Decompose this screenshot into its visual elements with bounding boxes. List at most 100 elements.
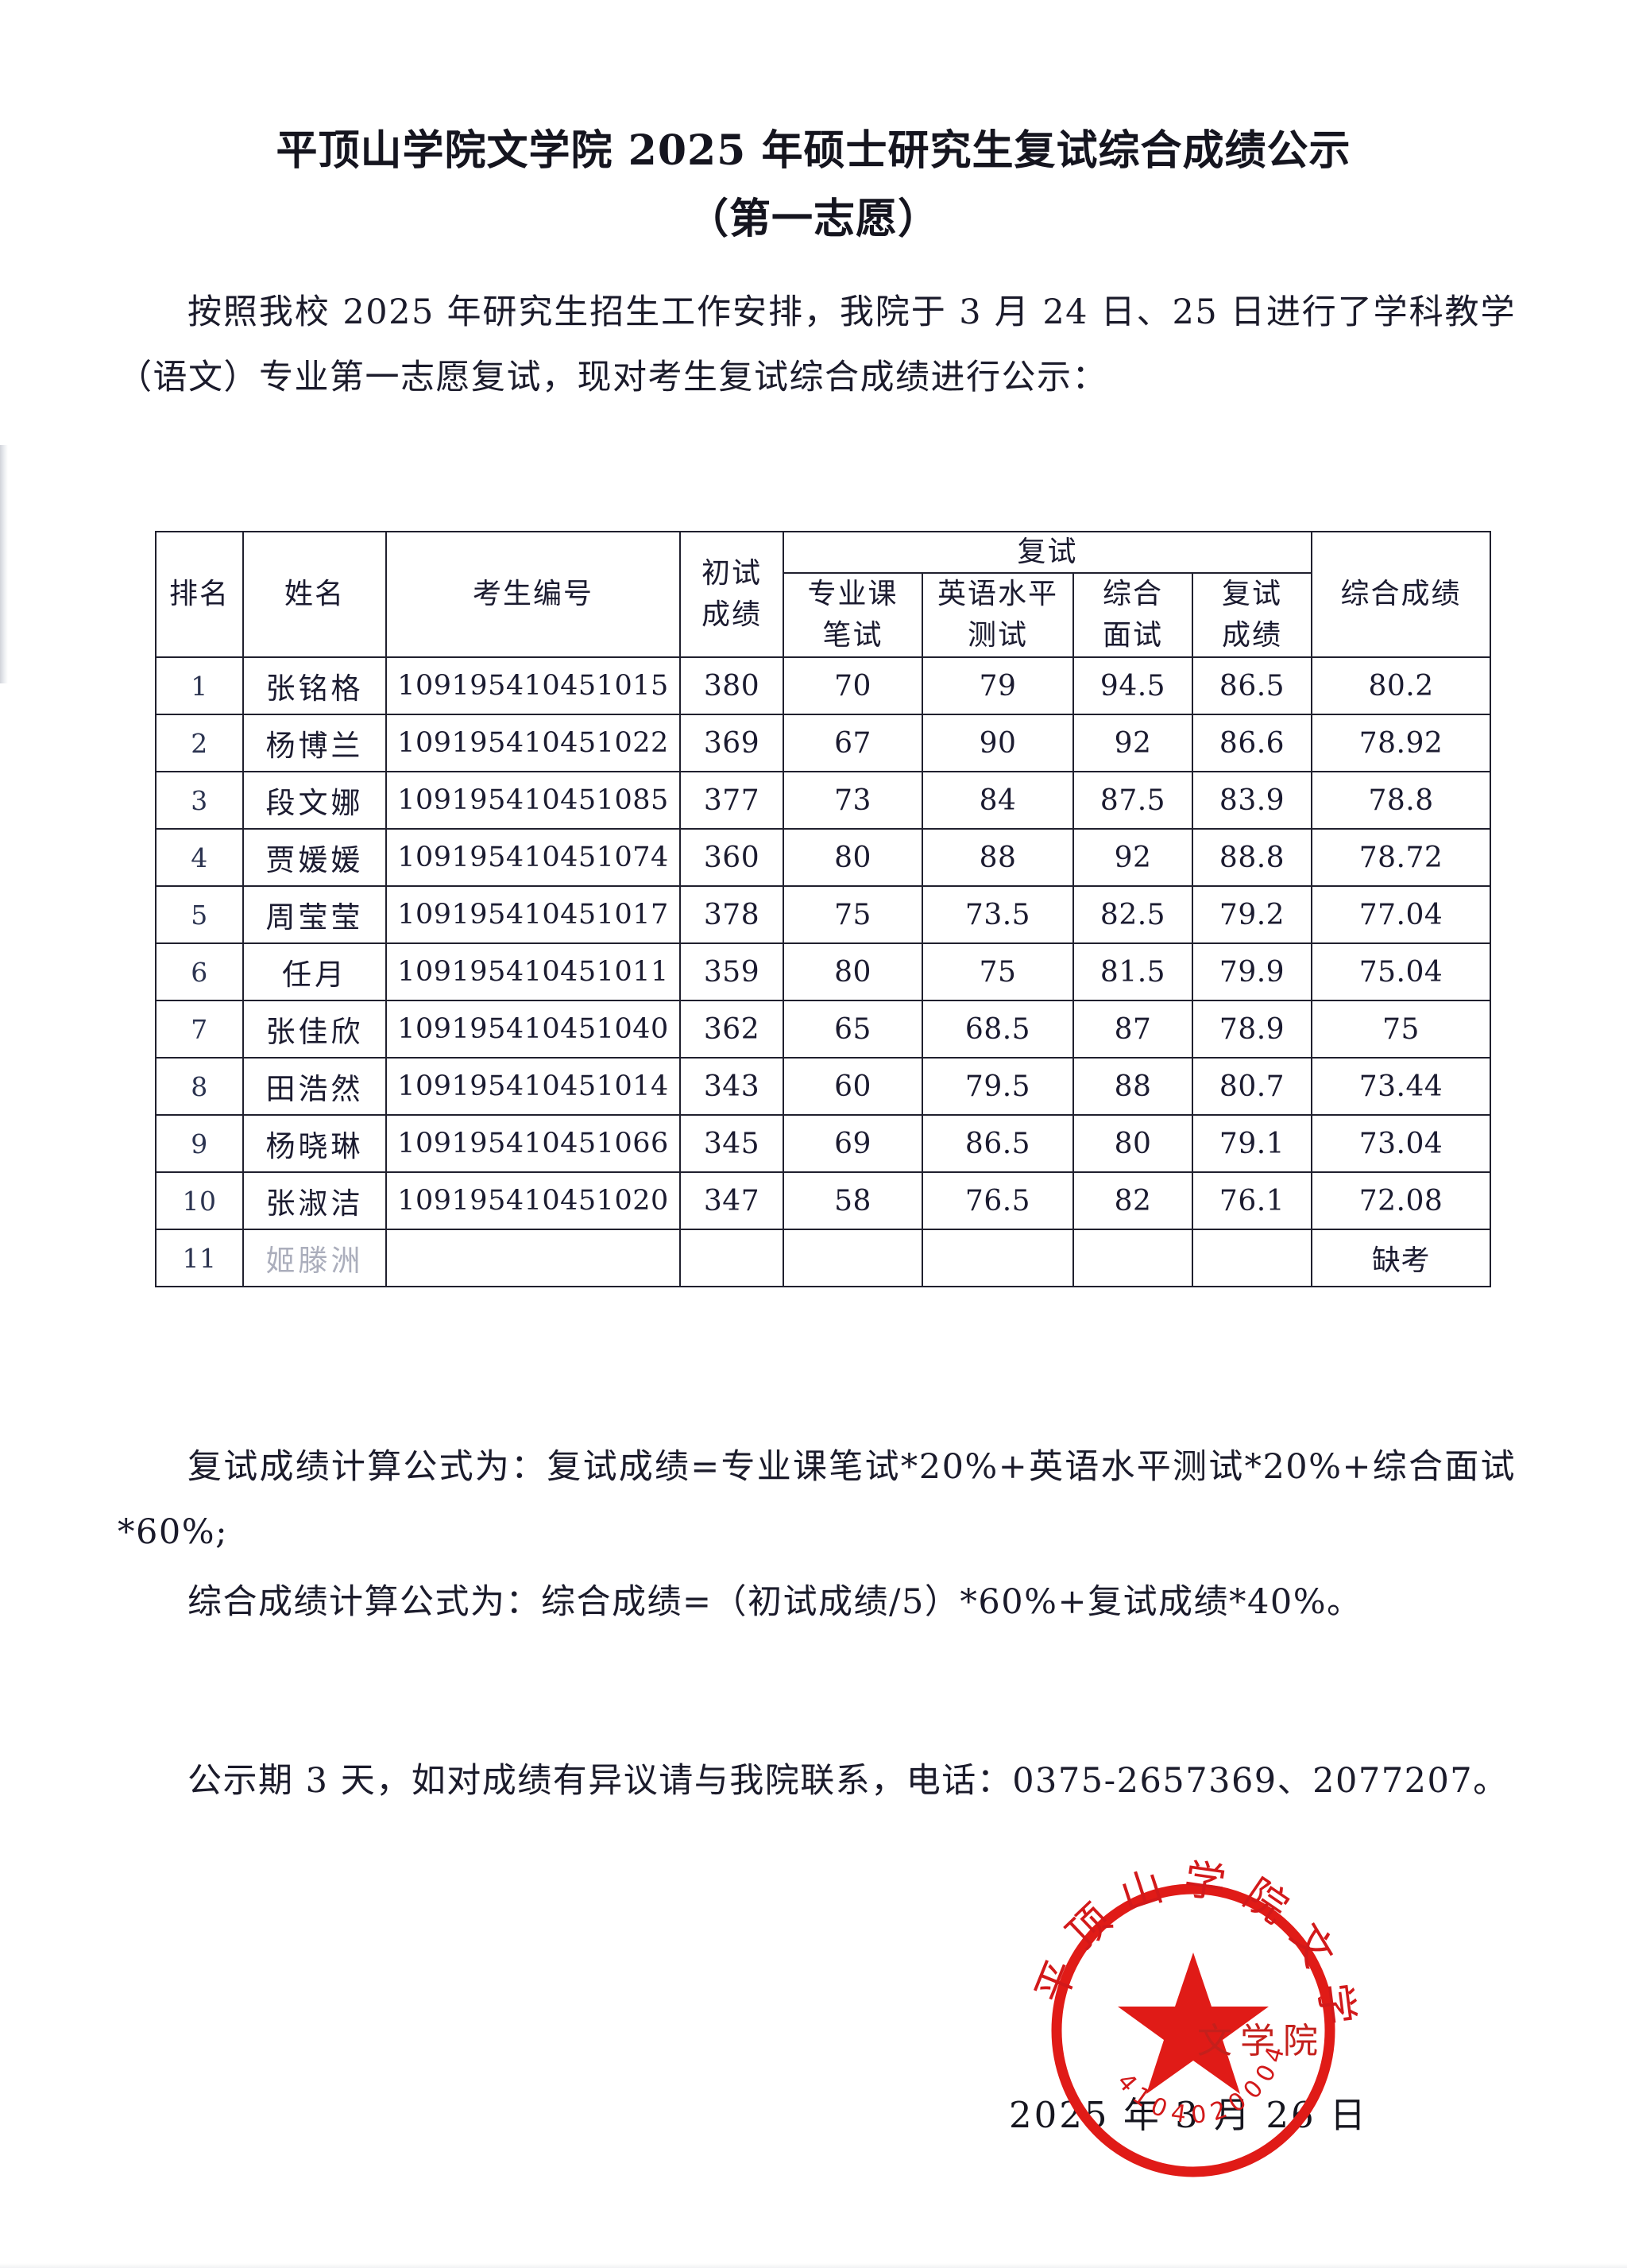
cell-preliminary-score: 343 bbox=[679, 1057, 784, 1116]
header-retest-score-line2: 成绩 bbox=[1222, 619, 1283, 652]
cell-interview: 87 bbox=[1072, 1000, 1193, 1059]
cell-english-test: 68.5 bbox=[922, 1000, 1074, 1059]
score-table-header: 排名 姓名 考生编号 初试 成绩 复试 综合成绩 专业课 笔试 bbox=[155, 531, 1492, 658]
cell-major-written: 65 bbox=[783, 1000, 923, 1059]
table-row: 9 杨晓琳 109195410451066 345 69 86.5 80 79.1 73.04 bbox=[155, 1114, 1492, 1173]
cell-rank: 5 bbox=[155, 885, 244, 944]
table-row: 7 张佳欣 109195410451040 362 65 68.5 87 78.9 75 bbox=[155, 1000, 1492, 1059]
header-retest-score: 复试 成绩 bbox=[1191, 572, 1313, 658]
cell-total-score: 78.92 bbox=[1311, 714, 1492, 772]
header-row-top: 排名 姓名 考生编号 初试 成绩 复试 综合成绩 bbox=[155, 531, 1492, 658]
cell-total-score: 缺考 bbox=[1311, 1229, 1492, 1287]
header-english-test-line1: 英语水平 bbox=[937, 578, 1058, 610]
table-row: 3 段文娜 109195410451085 377 73 84 87.5 83.9 78.8 bbox=[155, 771, 1492, 830]
cell-major-written: 69 bbox=[783, 1114, 923, 1173]
table-row: 10 张淑洁 109195410451020 347 58 76.5 82 76.1 72.08 bbox=[155, 1171, 1492, 1230]
cell-name: 任月 bbox=[242, 942, 387, 1001]
cell-interview: 94.5 bbox=[1072, 656, 1193, 715]
header-english-test: 英语水平 测试 bbox=[922, 572, 1074, 658]
total-formula-paragraph: 综合成绩计算公式为：综合成绩=（初试成绩/5）*60%+复试成绩*40%。 bbox=[187, 1582, 1362, 1622]
cell-major-written: 70 bbox=[783, 656, 923, 715]
cell-total-score: 78.72 bbox=[1311, 828, 1492, 887]
cell-name: 张佳欣 bbox=[242, 1000, 387, 1059]
cell-rank: 11 bbox=[155, 1229, 244, 1287]
cell-interview: 88 bbox=[1072, 1057, 1193, 1116]
cell-english-test: 76.5 bbox=[922, 1171, 1074, 1230]
header-preliminary-score: 初试 成绩 bbox=[679, 531, 784, 658]
cell-english-test: 75 bbox=[922, 942, 1074, 1001]
cell-rank: 8 bbox=[155, 1057, 244, 1116]
cell-name: 贾媛媛 bbox=[242, 828, 387, 887]
cell-candidate-id: 109195410451020 bbox=[385, 1171, 681, 1230]
cell-candidate-id: 109195410451015 bbox=[385, 656, 681, 715]
header-major-written-line2: 笔试 bbox=[822, 619, 883, 652]
cell-interview: 81.5 bbox=[1072, 942, 1193, 1001]
cell-major-written: 75 bbox=[783, 885, 923, 944]
cell-major-written: 60 bbox=[783, 1057, 923, 1116]
cell-preliminary-score: 347 bbox=[679, 1171, 784, 1230]
cell-major-written: 73 bbox=[783, 771, 923, 830]
header-preliminary-score-line2: 成绩 bbox=[701, 598, 762, 631]
header-interview-line2: 面试 bbox=[1102, 619, 1163, 652]
cell-name: 姬滕洲 bbox=[242, 1229, 387, 1287]
cell-retest-score: 78.9 bbox=[1191, 1000, 1313, 1059]
cell-retest-score bbox=[1191, 1229, 1313, 1287]
cell-name: 周莹莹 bbox=[242, 885, 387, 944]
cell-interview bbox=[1072, 1229, 1193, 1287]
cell-rank: 9 bbox=[155, 1114, 244, 1173]
header-total-score: 综合成绩 bbox=[1311, 531, 1492, 658]
cell-english-test: 86.5 bbox=[922, 1114, 1074, 1173]
cell-rank: 6 bbox=[155, 942, 244, 1001]
cell-english-test bbox=[922, 1229, 1074, 1287]
table-row: 2 杨博兰 109195410451022 369 67 90 92 86.6 78.92 bbox=[155, 714, 1492, 772]
cell-interview: 80 bbox=[1072, 1114, 1193, 1173]
table-row: 8 田浩然 109195410451014 343 60 79.5 88 80.7 73.44 bbox=[155, 1057, 1492, 1116]
table-row: 5 周莹莹 109195410451017 378 75 73.5 82.5 79.2 77.0… bbox=[155, 885, 1492, 944]
intro-paragraph: 按照我校 2025 年研究生招生工作安排，我院于 3 月 24 日、25 日进行… bbox=[118, 292, 1516, 397]
cell-major-written bbox=[783, 1229, 923, 1287]
scan-edge-artifact bbox=[0, 445, 8, 683]
cell-retest-score: 79.1 bbox=[1191, 1114, 1313, 1173]
cell-preliminary-score: 359 bbox=[679, 942, 784, 1001]
official-seal: 平顶山学院文学院 文学院 4104020004631 bbox=[1013, 1848, 1374, 2209]
cell-total-score: 77.04 bbox=[1311, 885, 1492, 944]
page-title: 平顶山学院文学院 2025 年硕士研究生复试综合成绩公示 （第一志愿） bbox=[127, 119, 1500, 251]
cell-retest-score: 79.9 bbox=[1191, 942, 1313, 1001]
cell-rank: 3 bbox=[155, 771, 244, 830]
header-rank: 排名 bbox=[155, 531, 244, 658]
cell-rank: 2 bbox=[155, 714, 244, 772]
header-retest-group: 复试 bbox=[782, 531, 1313, 574]
cell-preliminary-score: 378 bbox=[679, 885, 784, 944]
cell-preliminary-score: 345 bbox=[679, 1114, 784, 1173]
cell-major-written: 80 bbox=[783, 942, 923, 1001]
cell-name: 张铭格 bbox=[242, 656, 387, 715]
cell-candidate-id: 109195410451022 bbox=[385, 714, 681, 772]
cell-candidate-id: 109195410451074 bbox=[385, 828, 681, 887]
cell-candidate-id: 109195410451085 bbox=[385, 771, 681, 830]
cell-total-score: 78.8 bbox=[1311, 771, 1492, 830]
cell-english-test: 79 bbox=[922, 656, 1074, 715]
cell-interview: 82 bbox=[1072, 1171, 1193, 1230]
cell-total-score: 72.08 bbox=[1311, 1171, 1492, 1230]
cell-english-test: 84 bbox=[922, 771, 1074, 830]
cell-candidate-id bbox=[385, 1229, 681, 1287]
cell-english-test: 73.5 bbox=[922, 885, 1074, 944]
cell-total-score: 75.04 bbox=[1311, 942, 1492, 1001]
cell-rank: 4 bbox=[155, 828, 244, 887]
cell-retest-score: 86.6 bbox=[1191, 714, 1313, 772]
cell-preliminary-score: 362 bbox=[679, 1000, 784, 1059]
cell-english-test: 90 bbox=[922, 714, 1074, 772]
scan-edge-bottom-artifact bbox=[0, 2263, 1627, 2268]
score-table-body: 1 张铭格 109195410451015 380 70 79 94.5 86.5 80.2 2 杨… bbox=[155, 656, 1492, 1287]
table-row: 11 姬滕洲 缺考 bbox=[155, 1229, 1492, 1287]
seal-arc-text: 平顶山学院文学院 bbox=[1013, 1848, 1364, 2044]
cell-retest-score: 80.7 bbox=[1191, 1057, 1313, 1116]
cell-english-test: 88 bbox=[922, 828, 1074, 887]
cell-major-written: 80 bbox=[783, 828, 923, 887]
score-table-container: 排名 姓名 考生编号 初试 成绩 复试 综合成绩 专业课 笔试 bbox=[155, 531, 1492, 1287]
cell-name: 杨博兰 bbox=[242, 714, 387, 772]
cell-preliminary-score: 380 bbox=[679, 656, 784, 715]
cell-preliminary-score bbox=[679, 1229, 784, 1287]
header-row-sub: 专业课 笔试 英语水平 测试 综合 面试 复试 成绩 bbox=[156, 572, 1490, 658]
